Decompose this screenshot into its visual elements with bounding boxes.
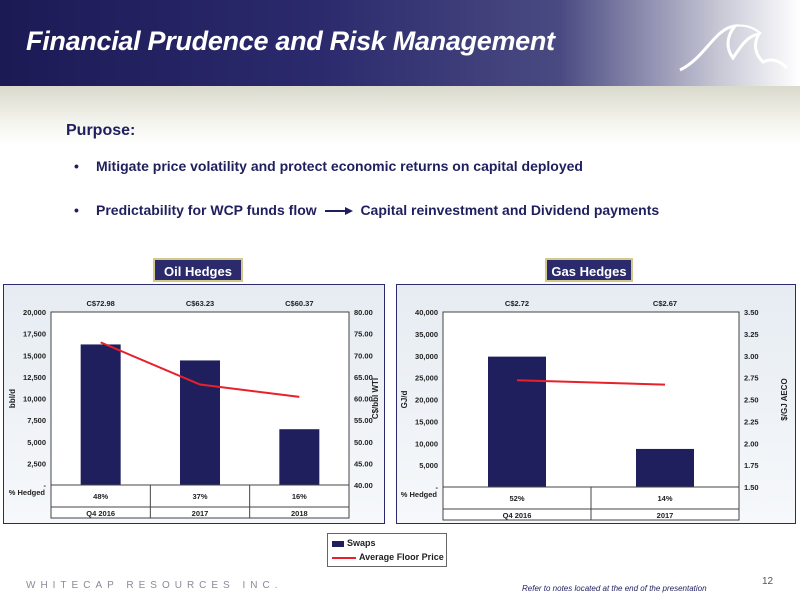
footer-note: Refer to notes located at the end of the… xyxy=(522,584,707,593)
y-tick-label: 30,000 xyxy=(415,352,438,361)
y2-tick-label: 50.00 xyxy=(354,438,373,447)
hedged-percent: 52% xyxy=(509,494,524,503)
price-label: C$2.67 xyxy=(653,299,677,308)
bar xyxy=(636,448,694,487)
oil-hedges-chart: 20,000 17,500 15,000 12,500 10,000 7,500 5,000… xyxy=(3,284,385,524)
legend-label: Average Floor Price xyxy=(359,552,444,562)
hedged-percent: 14% xyxy=(657,494,672,503)
category-label: Q4 2016 xyxy=(86,509,115,518)
purpose-heading: Purpose: xyxy=(66,122,136,139)
plot-area xyxy=(442,311,740,488)
hedged-percent: 48% xyxy=(93,492,108,501)
header-band xyxy=(0,86,800,146)
bar xyxy=(80,344,121,485)
y-tick-label: 15,000 xyxy=(23,351,46,360)
y-tick-label: 10,000 xyxy=(23,395,46,404)
page-title: Financial Prudence and Risk Management xyxy=(26,26,555,56)
y-tick-label: 40,000 xyxy=(415,308,438,317)
legend-swatch-line xyxy=(332,556,356,559)
category-label: Q4 2016 xyxy=(503,511,532,520)
bullet-glyph: • xyxy=(74,158,79,174)
y2-tick-label: 60.00 xyxy=(354,395,373,404)
y-tick-label: 2,500 xyxy=(27,459,46,468)
hedged-percent: 37% xyxy=(192,492,207,501)
y2-tick-label: 45.00 xyxy=(354,459,373,468)
y-tick-label: 5,000 xyxy=(27,438,46,447)
y2-axis-title: $/GJ AECO xyxy=(780,378,789,420)
gas-chart-svg: 40,000 35,000 30,000 25,000 20,000 15,000 10,0… xyxy=(400,299,789,521)
y-tick-label: 35,000 xyxy=(415,330,438,339)
bullet-text: Mitigate price volatility and protect ec… xyxy=(96,158,583,174)
floor-price-line xyxy=(100,341,300,398)
legend-swatch-bar xyxy=(332,540,344,547)
hedged-label: % Hedged xyxy=(401,490,438,499)
y-tick-label: 20,000 xyxy=(23,308,46,317)
bullet-price-volatility: • Mitigate price volatility and protect e… xyxy=(74,158,583,174)
y-tick-label: 25,000 xyxy=(415,374,438,383)
y-axis-title: GJ/d xyxy=(400,390,409,408)
y2-tick-label: 3.25 xyxy=(744,330,759,339)
price-label: C$63.23 xyxy=(186,299,214,308)
bullet-predictability: • Predictability for WCP funds flow Capit… xyxy=(74,202,659,218)
right-arrow-icon xyxy=(324,207,353,216)
y-tick-label: - xyxy=(44,481,47,490)
category-table xyxy=(50,484,350,519)
y2-tick-label: 40.00 xyxy=(354,481,373,490)
bar xyxy=(488,356,546,487)
page-number: 12 xyxy=(762,576,774,587)
category-label: 2017 xyxy=(192,509,209,518)
price-label: C$60.37 xyxy=(285,299,313,308)
y-tick-label: 12,500 xyxy=(23,373,46,382)
footer-company-name: WHITECAP RESOURCES INC. xyxy=(26,580,283,591)
legend-item-swaps: Swaps xyxy=(332,538,376,548)
y2-tick-label: 80.00 xyxy=(354,308,373,317)
y-axis-title: bbl/d xyxy=(8,389,17,408)
price-label: C$72.98 xyxy=(86,299,114,308)
floor-price-line xyxy=(516,379,666,386)
y2-tick-label: 65.00 xyxy=(354,373,373,382)
gas-hedges-chart: 40,000 35,000 30,000 25,000 20,000 15,000 10,0… xyxy=(396,284,796,524)
y-tick-label: 17,500 xyxy=(23,330,46,339)
category-label: 2018 xyxy=(291,509,308,518)
title-banner: Financial Prudence and Risk Management xyxy=(0,0,800,86)
legend-label: Swaps xyxy=(347,538,376,548)
y2-tick-label: 3.00 xyxy=(744,352,759,361)
bar xyxy=(279,429,320,485)
y-tick-label: 5,000 xyxy=(419,461,438,470)
y2-tick-label: 1.75 xyxy=(744,461,759,470)
y2-tick-label: 2.75 xyxy=(744,374,759,383)
bar xyxy=(180,360,220,485)
y2-tick-label: 75.00 xyxy=(354,330,373,339)
bullet-text: Capital reinvestment and Dividend paymen… xyxy=(360,202,660,218)
y2-tick-label: 2.25 xyxy=(744,417,759,426)
y2-axis-title: C$/bbl WTI xyxy=(371,378,380,419)
y-tick-label: 7,500 xyxy=(27,416,46,425)
y2-tick-label: 70.00 xyxy=(354,351,373,360)
chart-legend: Swaps Average Floor Price xyxy=(327,533,447,567)
y2-tick-label: 1.50 xyxy=(744,483,759,492)
gas-hedges-label: Gas Hedges xyxy=(545,258,633,282)
company-logo-icon xyxy=(679,24,789,72)
hedged-percent: 16% xyxy=(292,492,307,501)
price-label: C$2.72 xyxy=(505,299,529,308)
bullet-text: Predictability for WCP funds flow xyxy=(96,202,317,218)
y-tick-label: 15,000 xyxy=(415,417,438,426)
legend-item-floor-price: Average Floor Price xyxy=(332,552,444,562)
y-tick-label: 20,000 xyxy=(415,396,438,405)
oil-hedges-label: Oil Hedges xyxy=(153,258,243,282)
hedged-label: % Hedged xyxy=(9,488,46,497)
bullet-glyph: • xyxy=(74,202,79,218)
y-tick-label: - xyxy=(436,483,439,492)
y2-tick-label: 2.00 xyxy=(744,439,759,448)
category-label: 2017 xyxy=(657,511,674,520)
y-tick-label: 10,000 xyxy=(415,439,438,448)
y2-tick-label: 55.00 xyxy=(354,416,373,425)
y2-tick-label: 3.50 xyxy=(744,308,759,317)
oil-chart-svg: 20,000 17,500 15,000 12,500 10,000 7,500 5,000… xyxy=(8,299,380,519)
y2-tick-label: 2.50 xyxy=(744,396,759,405)
